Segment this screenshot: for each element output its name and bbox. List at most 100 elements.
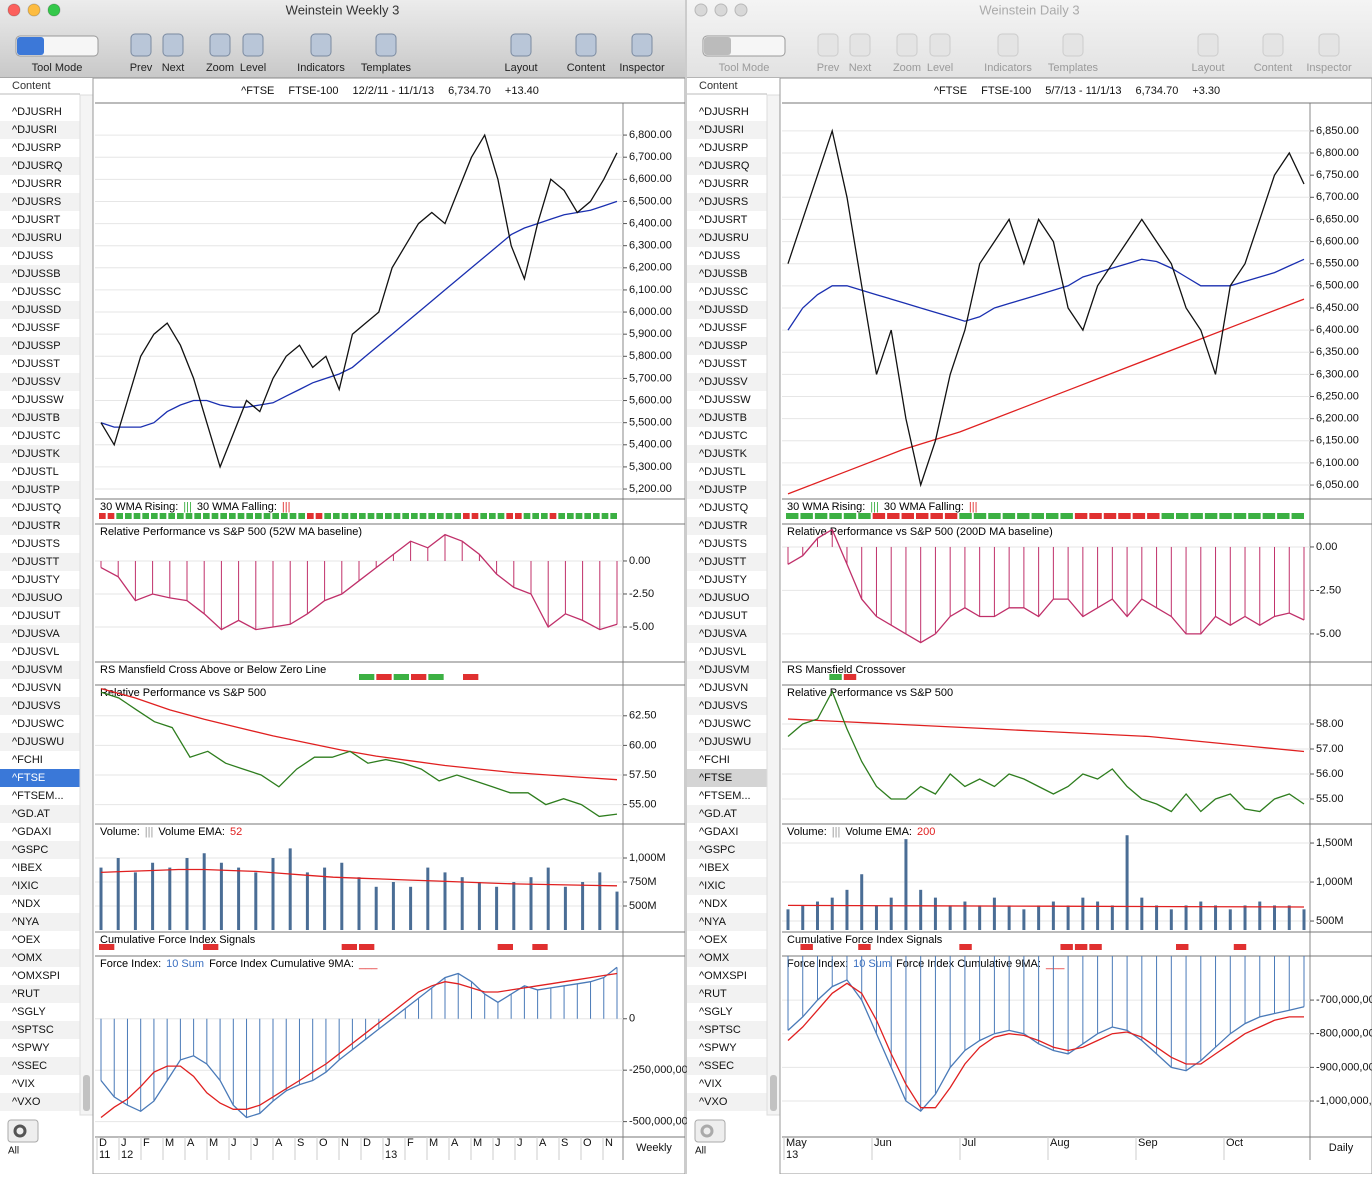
sidebar-item[interactable]: ^DJUSUT <box>12 610 61 622</box>
sidebar-row[interactable] <box>687 229 767 247</box>
sidebar-row[interactable] <box>687 679 767 697</box>
sidebar-row[interactable] <box>687 1093 767 1111</box>
sidebar-row[interactable] <box>687 193 767 211</box>
sidebar-row[interactable] <box>687 391 767 409</box>
sidebar-item[interactable]: ^FCHI <box>12 754 43 766</box>
sidebar-item[interactable]: ^DJUSTY <box>12 574 61 586</box>
sidebar-row[interactable] <box>0 805 80 823</box>
sidebar-row[interactable] <box>0 175 80 193</box>
sidebar-row[interactable] <box>0 589 80 607</box>
sidebar-item[interactable]: ^DJUSRQ <box>12 160 63 172</box>
toolbar-icon[interactable] <box>209 33 231 57</box>
sidebar-item[interactable]: ^NDX <box>699 898 728 910</box>
sidebar-row[interactable] <box>687 517 767 535</box>
sidebar-row[interactable] <box>0 661 80 679</box>
sidebar-row[interactable] <box>687 211 767 229</box>
sidebar-item[interactable]: ^VIX <box>699 1078 723 1090</box>
sidebar-row[interactable] <box>0 679 80 697</box>
sidebar-item[interactable]: ^DJUSRH <box>12 106 62 118</box>
sidebar-row[interactable] <box>0 373 80 391</box>
toolbar-icon[interactable] <box>575 33 597 57</box>
sidebar-row[interactable] <box>0 301 80 319</box>
sidebar-row[interactable] <box>687 499 767 517</box>
sidebar-item[interactable]: ^DJUSTC <box>699 430 748 442</box>
sidebar-item[interactable]: ^OMX <box>12 952 43 964</box>
sidebar-item[interactable]: ^SPWY <box>699 1042 737 1054</box>
sidebar-row[interactable] <box>687 913 767 931</box>
toolbar-icon[interactable] <box>849 33 871 57</box>
toolbar-label[interactable]: Zoom <box>206 62 234 74</box>
sidebar-row[interactable] <box>687 877 767 895</box>
sidebar-row[interactable] <box>0 769 80 787</box>
sidebar-row[interactable] <box>0 211 80 229</box>
sidebar-row[interactable] <box>0 1075 80 1093</box>
sidebar-item[interactable]: ^VIX <box>12 1078 36 1090</box>
sidebar-row[interactable] <box>687 1057 767 1075</box>
sidebar-row[interactable] <box>687 589 767 607</box>
sidebar-item[interactable]: ^GDAXI <box>699 826 738 838</box>
sidebar-row[interactable] <box>0 283 80 301</box>
sidebar-row[interactable] <box>687 625 767 643</box>
toolbar-icon[interactable] <box>929 33 951 57</box>
sidebar-row[interactable] <box>687 1021 767 1039</box>
sidebar-row[interactable] <box>0 427 80 445</box>
sidebar-row[interactable] <box>687 949 767 967</box>
gear-button[interactable] <box>694 1119 726 1143</box>
sidebar-row[interactable] <box>0 319 80 337</box>
sidebar-item[interactable]: ^FCHI <box>699 754 730 766</box>
toolbar-label[interactable]: Next <box>162 62 185 74</box>
window-button[interactable] <box>7 3 21 17</box>
sidebar-item[interactable]: ^DJUSTT <box>699 556 747 568</box>
sidebar-item[interactable]: ^DJUSVA <box>699 628 747 640</box>
sidebar-row[interactable] <box>687 337 767 355</box>
toolbar-label[interactable]: Next <box>849 62 872 74</box>
sidebar-row[interactable] <box>687 301 767 319</box>
sidebar-row[interactable] <box>0 1003 80 1021</box>
toolbar-label[interactable]: Inspector <box>1306 62 1352 74</box>
sidebar-item[interactable]: ^DJUSTL <box>12 466 59 478</box>
sidebar-item[interactable]: ^DJUSTR <box>699 520 748 532</box>
sidebar-row[interactable] <box>687 1075 767 1093</box>
sidebar-item[interactable]: ^NDX <box>12 898 41 910</box>
sidebar-row[interactable] <box>687 985 767 1003</box>
sidebar-item[interactable]: ^DJUSRR <box>12 178 62 190</box>
sidebar-row[interactable] <box>687 283 767 301</box>
sidebar-row[interactable] <box>687 355 767 373</box>
sidebar-item[interactable]: ^DJUSUO <box>12 592 63 604</box>
sidebar-row[interactable] <box>687 931 767 949</box>
sidebar-row[interactable] <box>0 859 80 877</box>
sidebar-row[interactable] <box>0 733 80 751</box>
sidebar-row[interactable] <box>687 481 767 499</box>
sidebar-row[interactable] <box>687 733 767 751</box>
sidebar-item[interactable]: ^DJUSVN <box>12 682 61 694</box>
sidebar-item[interactable]: ^OEX <box>12 934 41 946</box>
sidebar-item[interactable]: ^IXIC <box>699 880 726 892</box>
sidebar-item[interactable]: ^DJUSSV <box>12 376 61 388</box>
sidebar-item[interactable]: ^SPTSC <box>699 1024 741 1036</box>
sidebar-item[interactable]: ^DJUSUT <box>699 610 748 622</box>
toolbar-label[interactable]: Templates <box>361 62 412 74</box>
sidebar-item[interactable]: ^VXO <box>699 1096 728 1108</box>
sidebar-item[interactable]: ^DJUSTQ <box>699 502 749 514</box>
sidebar-row[interactable] <box>0 643 80 661</box>
sidebar-row[interactable] <box>687 823 767 841</box>
sidebar-row[interactable] <box>0 265 80 283</box>
toolbar-icon[interactable] <box>130 33 152 57</box>
sidebar-row[interactable] <box>687 607 767 625</box>
sidebar-row[interactable] <box>687 409 767 427</box>
sidebar-row[interactable] <box>687 841 767 859</box>
toolbar-icon[interactable] <box>162 33 184 57</box>
sidebar-row[interactable] <box>687 265 767 283</box>
sidebar-row[interactable] <box>0 193 80 211</box>
toolbar-icon[interactable] <box>1318 33 1340 57</box>
sidebar-item[interactable]: ^DJUSVM <box>12 664 62 676</box>
toolbar-label[interactable]: Level <box>927 62 953 74</box>
sidebar-item[interactable]: ^DJUSTK <box>699 448 748 460</box>
toolbar-label[interactable]: Indicators <box>297 62 345 74</box>
toolbar-label[interactable]: Templates <box>1048 62 1099 74</box>
sidebar-item[interactable]: ^DJUSSP <box>699 340 748 352</box>
sidebar-item[interactable]: ^DJUSRT <box>12 214 61 226</box>
toolbar-label[interactable]: Tool Mode <box>32 62 83 74</box>
sidebar-row[interactable] <box>0 157 80 175</box>
sidebar-row[interactable] <box>0 229 80 247</box>
